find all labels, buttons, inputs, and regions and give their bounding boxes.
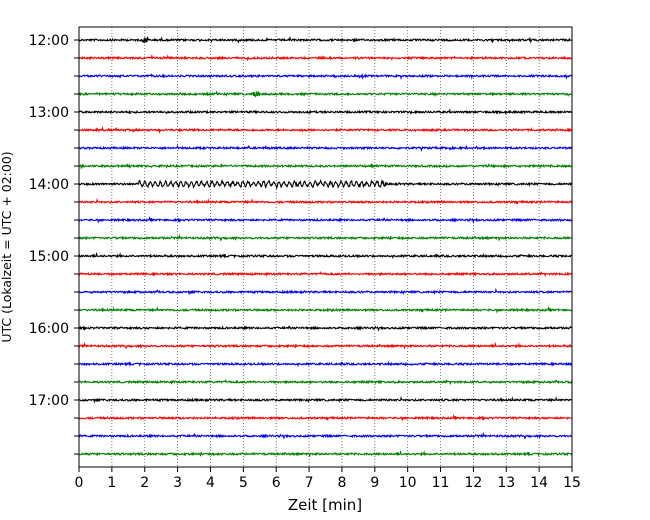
x-tick-label: 4 — [206, 475, 215, 491]
trace-1430 — [78, 215, 573, 224]
x-tick-label: 11 — [432, 475, 450, 491]
x-tick-label: 10 — [399, 475, 417, 491]
trace-1215 — [78, 53, 573, 62]
trace-1515 — [78, 271, 573, 278]
x-tick-label: 12 — [464, 475, 482, 491]
y-axis-label: UTC (Lokalzeit = UTC + 02:00) — [0, 151, 14, 342]
x-tick-label: 0 — [75, 475, 84, 491]
trace-1745 — [78, 449, 573, 458]
trace-1615 — [78, 341, 573, 350]
grid-lines — [111, 27, 540, 467]
x-tick-label: 13 — [497, 475, 515, 491]
x-tick-label: 1 — [107, 475, 116, 491]
y-axis-ticks: 12:00 13:00 14:00 15:00 16:00 17:00 — [29, 33, 79, 455]
x-tick-label: 15 — [563, 475, 581, 491]
y-tick-label: 16:00 — [29, 321, 69, 337]
trace-1230 — [78, 73, 573, 81]
trace-1715 — [78, 413, 573, 422]
trace-1445 — [78, 233, 573, 242]
trace-1400 — [78, 178, 573, 190]
x-tick-label: 3 — [173, 475, 182, 491]
trace-1645 — [78, 378, 573, 386]
x-tick-label: 14 — [530, 475, 548, 491]
x-tick-label: 8 — [337, 475, 346, 491]
trace-1330 — [78, 144, 573, 152]
x-tick-label: 2 — [140, 475, 149, 491]
trace-1730 — [78, 431, 573, 440]
y-tick-label: 13:00 — [29, 105, 69, 121]
x-tick-label: 9 — [370, 475, 379, 491]
trace-1545 — [78, 305, 573, 314]
trace-1345 — [78, 162, 573, 170]
trace-1600 — [78, 324, 573, 332]
trace-1315 — [78, 125, 573, 134]
trace-1300 — [78, 108, 573, 115]
trace-1245 — [78, 90, 573, 98]
trace-layer — [78, 35, 573, 458]
trace-1200 — [78, 35, 573, 44]
trace-1630 — [78, 360, 573, 368]
x-tick-label: 6 — [272, 475, 281, 491]
x-axis-ticks: 0 1 2 3 4 5 6 7 8 9 10 11 12 13 14 15 — [75, 467, 581, 491]
trace-1700 — [78, 395, 573, 404]
y-tick-label: 17:00 — [29, 393, 69, 409]
x-axis-label: Zeit [min] — [288, 496, 362, 514]
y-tick-label: 12:00 — [29, 33, 69, 49]
x-tick-label: 7 — [305, 475, 314, 491]
trace-1530 — [78, 287, 573, 296]
trace-1415 — [78, 197, 573, 205]
plot-frame — [78, 26, 573, 468]
y-tick-label: 14:00 — [29, 177, 69, 193]
x-tick-label: 5 — [239, 475, 248, 491]
y-tick-label: 15:00 — [29, 249, 69, 265]
trace-1500 — [78, 251, 573, 260]
